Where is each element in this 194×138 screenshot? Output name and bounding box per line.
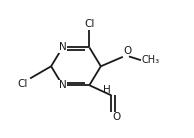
Text: N: N (59, 80, 67, 90)
Text: Cl: Cl (84, 19, 94, 29)
Text: CH₃: CH₃ (142, 55, 160, 65)
Text: O: O (112, 112, 120, 122)
Text: O: O (123, 46, 132, 56)
Text: N: N (59, 42, 67, 52)
Text: Cl: Cl (18, 79, 28, 89)
Text: H: H (103, 85, 110, 95)
